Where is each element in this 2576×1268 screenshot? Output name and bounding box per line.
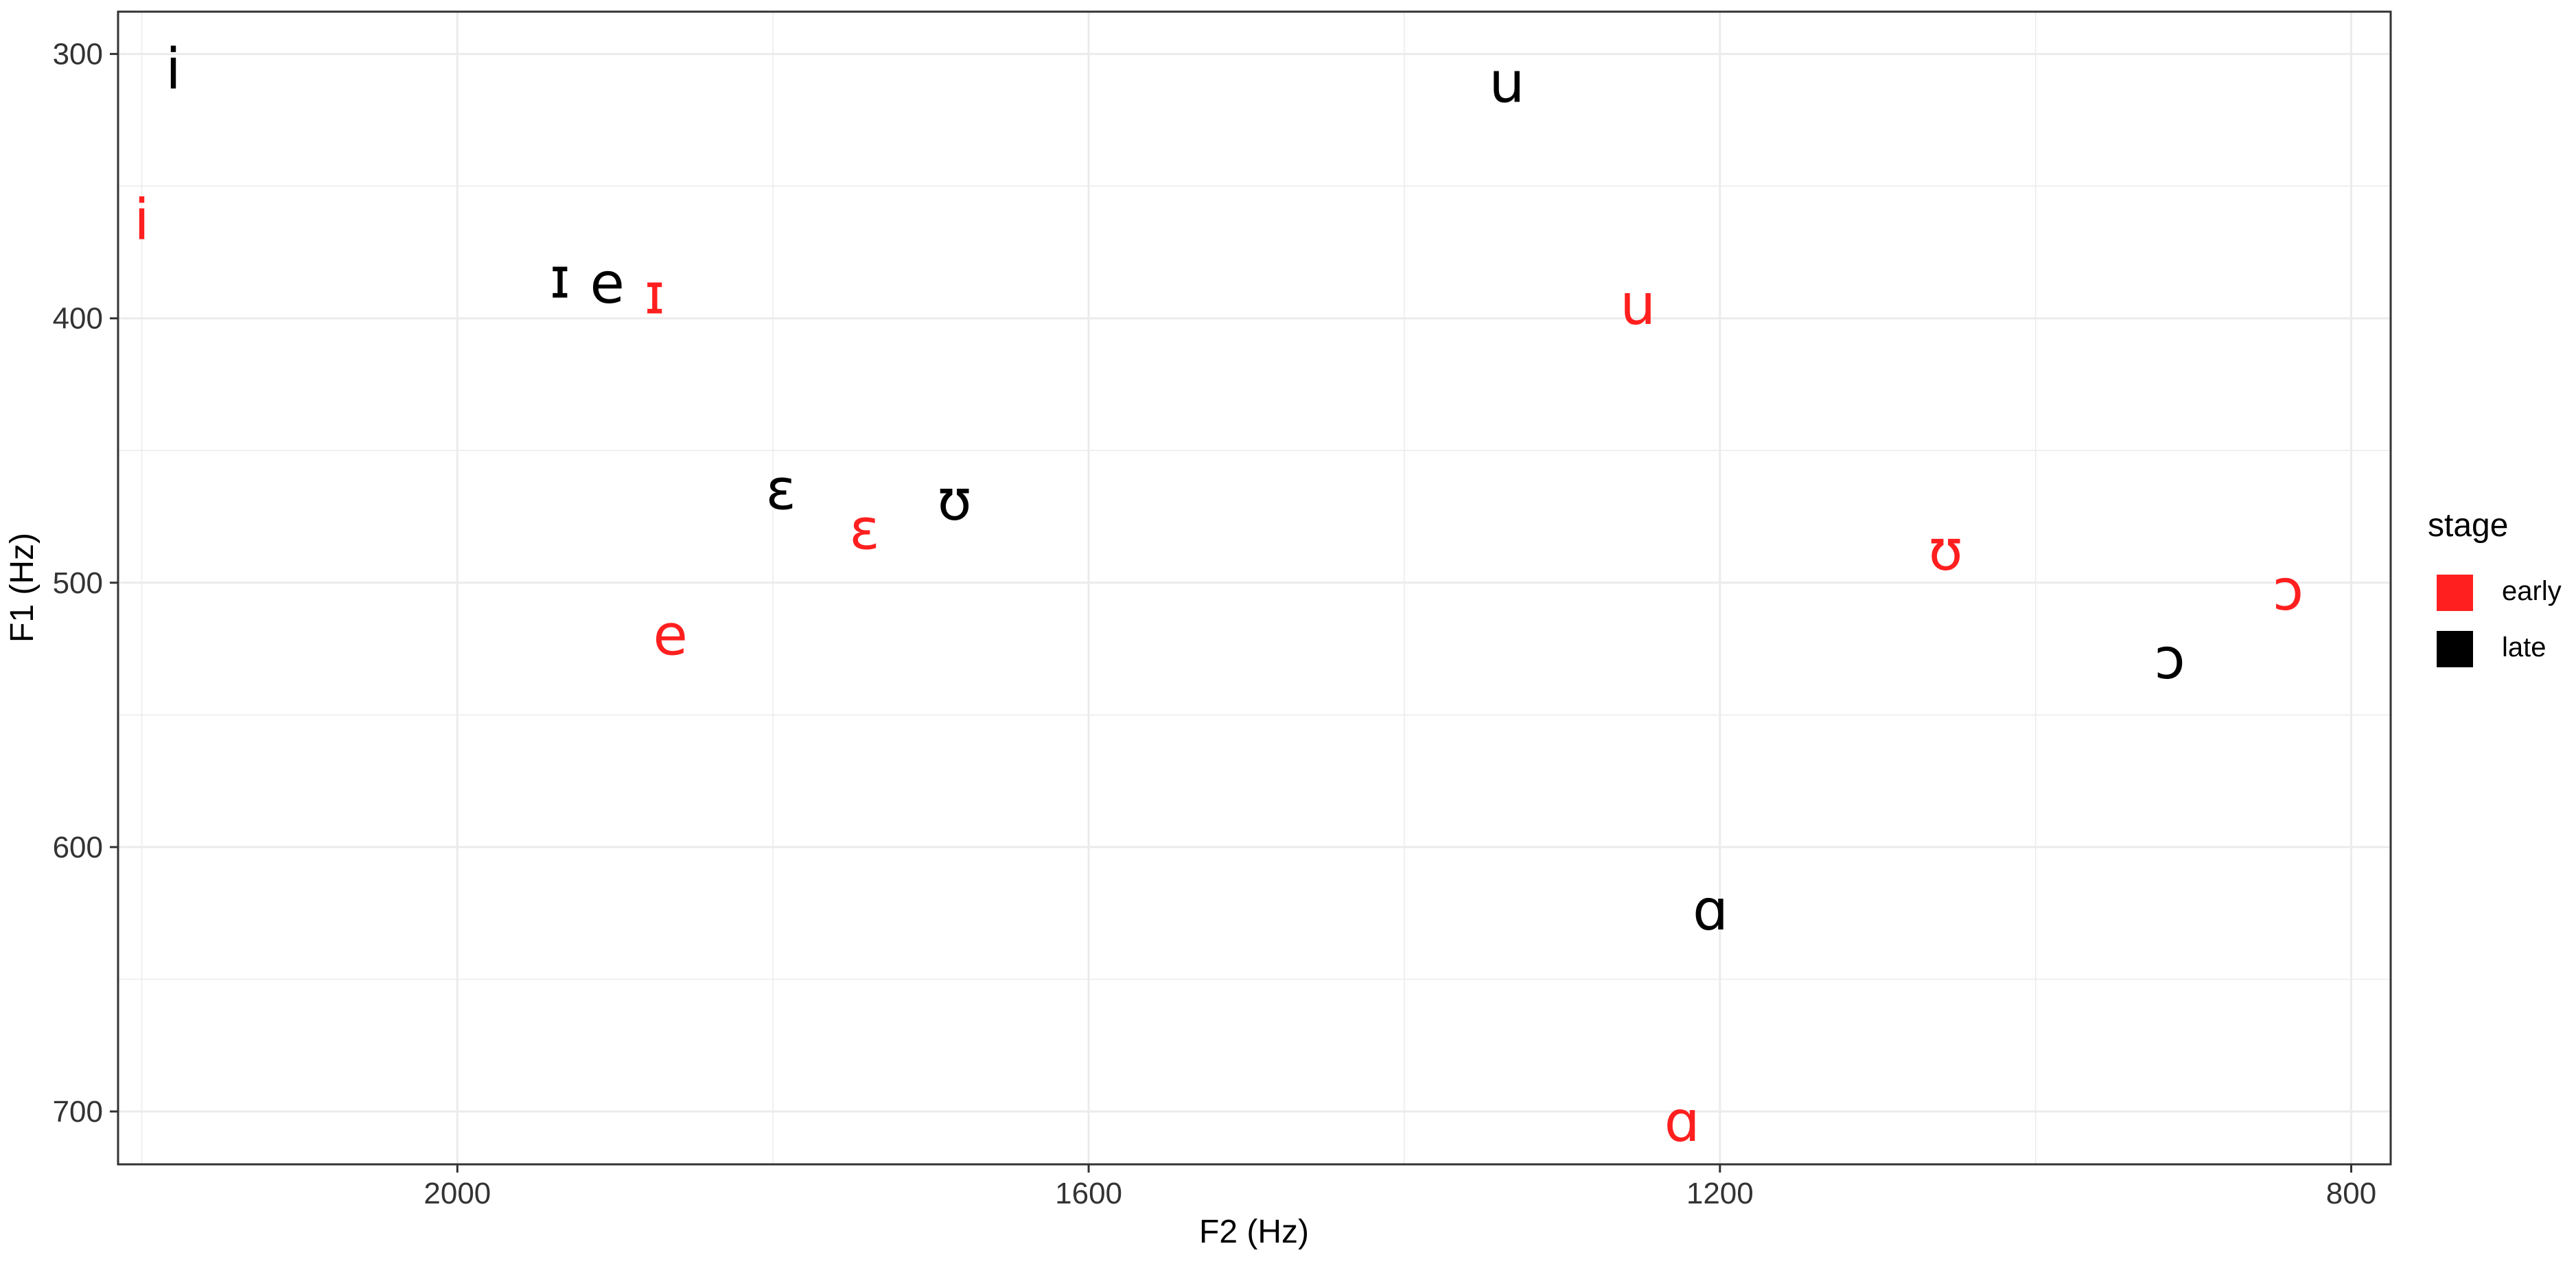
vowel-point-late: i <box>165 37 181 102</box>
x-axis-ticks: 2000 1600 1200 800 <box>423 1164 2376 1210</box>
legend: stage early late <box>2428 507 2562 667</box>
x-tick-label: 800 <box>2326 1177 2376 1210</box>
vowel-point-early: ɔ <box>2273 558 2304 623</box>
vowel-point-early: e <box>653 603 688 668</box>
grid <box>118 12 2391 1164</box>
x-tick-label: 1200 <box>1686 1177 1754 1210</box>
x-axis-title: F2 (Hz) <box>1199 1214 1309 1250</box>
vowel-point-late: e <box>590 251 625 316</box>
vowel-point-early: ɛ <box>849 497 879 562</box>
legend-title: stage <box>2428 507 2508 544</box>
vowel-point-late: ɪ <box>550 246 570 311</box>
vowel-point-early: ʊ <box>1928 518 1963 584</box>
vowel-point-late: u <box>1489 50 1524 115</box>
vowel-point-early: ɪ <box>645 262 665 327</box>
legend-label-early: early <box>2502 576 2562 606</box>
vowel-point-late: ɔ <box>2155 627 2185 692</box>
y-tick-label: 300 <box>53 38 103 71</box>
vowel-point-early: ɑ <box>1664 1090 1700 1155</box>
y-axis-ticks: 300 400 500 600 700 <box>53 38 118 1129</box>
legend-key-early <box>2437 575 2473 611</box>
plot-panel-border <box>117 10 2392 1166</box>
x-tick-label: 2000 <box>423 1177 491 1210</box>
y-tick-label: 600 <box>53 831 103 864</box>
vowel-point-early: u <box>1620 273 1656 338</box>
vowel-point-late: ʊ <box>937 468 972 533</box>
vowel-point-early: i <box>134 188 150 253</box>
y-axis-title: F1 (Hz) <box>4 533 40 643</box>
y-tick-label: 700 <box>53 1095 103 1129</box>
vowel-point-late: ɛ <box>766 458 796 523</box>
legend-label-late: late <box>2502 632 2546 662</box>
vowel-point-late: ɑ <box>1693 878 1728 943</box>
x-tick-label: 1600 <box>1055 1177 1122 1210</box>
y-tick-label: 400 <box>53 302 103 336</box>
y-tick-label: 500 <box>53 566 103 600</box>
legend-key-late <box>2437 631 2473 667</box>
